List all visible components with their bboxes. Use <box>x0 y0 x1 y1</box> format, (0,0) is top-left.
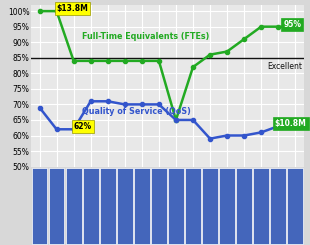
Text: 62%: 62% <box>74 122 92 131</box>
Text: Quality of Service (QoS): Quality of Service (QoS) <box>82 107 191 116</box>
Text: $13.8M: $13.8M <box>56 4 88 13</box>
Text: Full-Time Equivalents (FTEs): Full-Time Equivalents (FTEs) <box>82 32 210 41</box>
Text: 95%: 95% <box>283 20 301 29</box>
Text: $10.8M: $10.8M <box>275 119 307 128</box>
Text: Excellent: Excellent <box>267 62 302 72</box>
